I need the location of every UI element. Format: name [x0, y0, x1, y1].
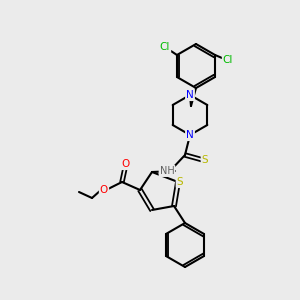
- Text: S: S: [202, 155, 208, 165]
- Text: S: S: [177, 177, 183, 187]
- Text: Cl: Cl: [223, 55, 233, 65]
- Text: O: O: [100, 185, 108, 195]
- Text: Cl: Cl: [160, 42, 170, 52]
- Text: NH: NH: [160, 166, 174, 176]
- Text: N: N: [186, 90, 194, 100]
- Text: N: N: [186, 130, 194, 140]
- Text: O: O: [121, 159, 129, 169]
